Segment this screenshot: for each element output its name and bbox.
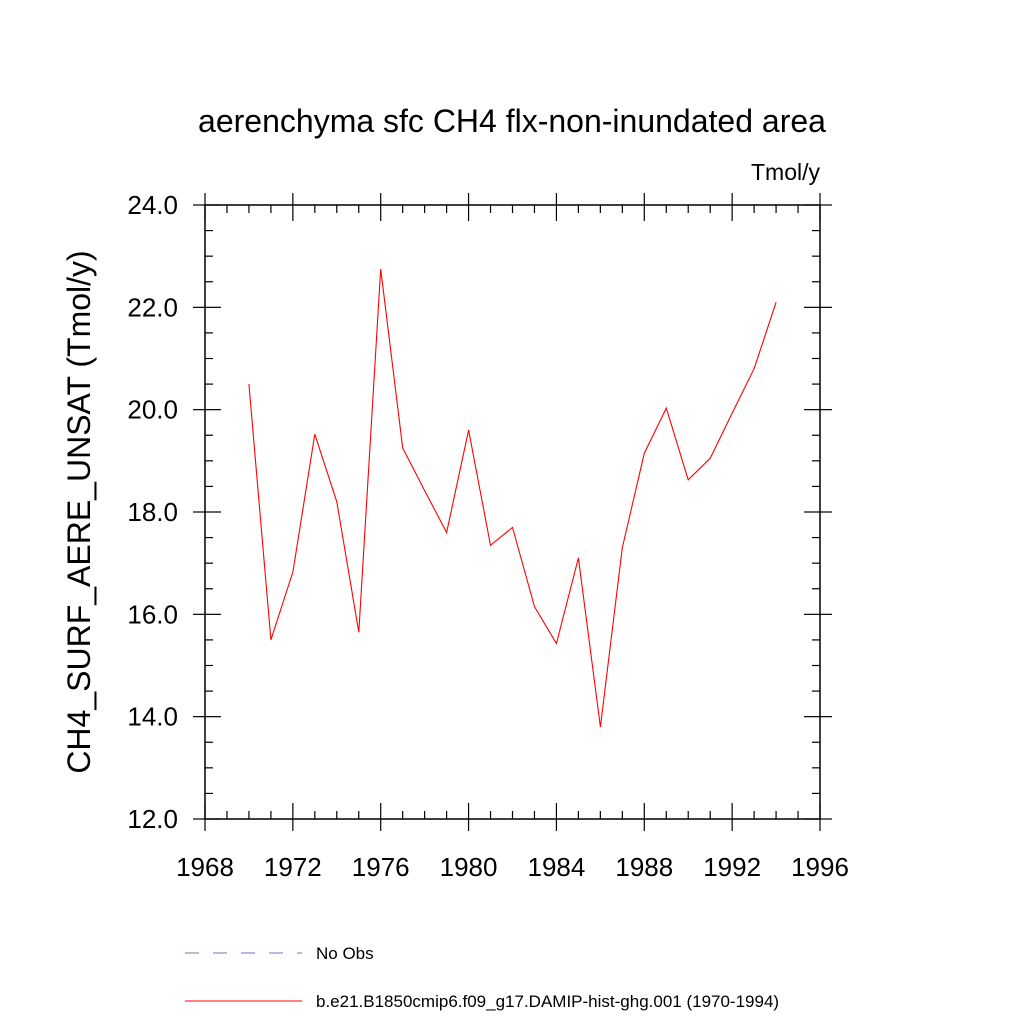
chart-title: aerenchyma sfc CH4 flx-non-inundated are…	[198, 103, 826, 139]
legend: No Obs b.e21.B1850cmip6.f09_g17.DAMIP-his…	[185, 944, 779, 1011]
y-tick-label: 12.0	[127, 804, 178, 834]
x-tick-label: 1992	[703, 852, 761, 882]
y-axis-label: CH4_SURF_AERE_UNSAT (Tmol/y)	[61, 250, 97, 773]
y-tick-label: 16.0	[127, 599, 178, 629]
x-tick-label: 1988	[615, 852, 673, 882]
x-tick-label: 1980	[440, 852, 498, 882]
x-tick-label: 1996	[791, 852, 849, 882]
plot-frame	[204, 204, 821, 820]
data-series	[248, 268, 777, 727]
legend-label: No Obs	[316, 944, 374, 963]
x-tick-label: 1976	[352, 852, 410, 882]
y-tick-label: 18.0	[127, 497, 178, 527]
y-tick-label: 22.0	[127, 292, 178, 322]
x-tick-label: 1968	[176, 852, 234, 882]
units-label: Tmol/y	[751, 159, 821, 185]
x-tick-label: 1972	[264, 852, 322, 882]
legend-label: b.e21.B1850cmip6.f09_g17.DAMIP-hist-ghg.…	[316, 992, 779, 1011]
y-tick-label: 24.0	[127, 190, 178, 220]
y-tick-label: 20.0	[127, 395, 178, 425]
series-line	[248, 268, 777, 727]
y-tick-label: 14.0	[127, 702, 178, 732]
axis-ticks	[193, 193, 832, 831]
x-tick-label: 1984	[528, 852, 586, 882]
tick-labels: 1968 1972 1976 1980 1984 1988 1992 1996 12.0 14.0…	[127, 190, 849, 882]
